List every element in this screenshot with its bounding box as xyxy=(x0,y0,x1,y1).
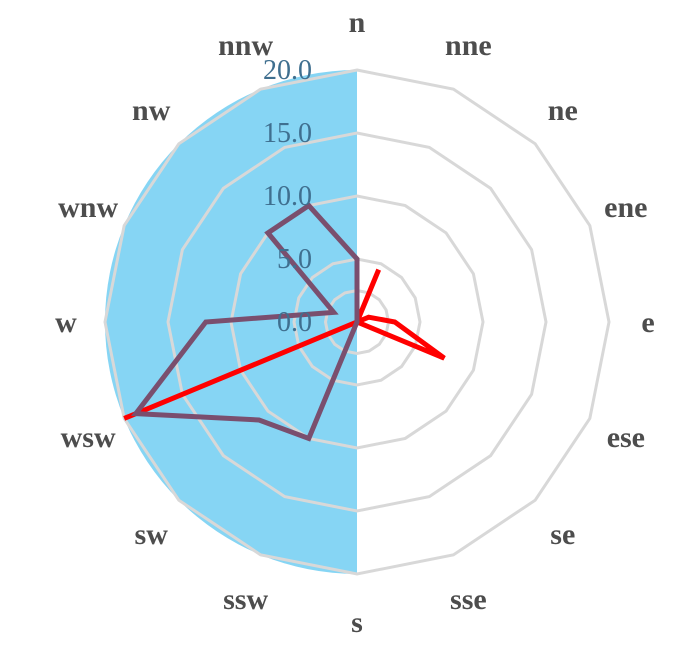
direction-label-ssw: ssw xyxy=(223,583,268,616)
direction-label-s: s xyxy=(351,606,363,639)
direction-label-ne: ne xyxy=(548,94,578,127)
radial-grid xyxy=(103,68,611,576)
grid-ring xyxy=(103,68,611,576)
grid-ring xyxy=(166,131,548,513)
direction-label-w: w xyxy=(55,306,77,339)
radial-tick-label: 15.0 xyxy=(263,118,312,149)
radial-tick-label: 10.0 xyxy=(263,181,312,212)
direction-label-se: se xyxy=(550,518,575,551)
direction-label-sse: sse xyxy=(450,583,487,616)
grid-ring xyxy=(229,194,485,450)
direction-label-nw: nw xyxy=(132,94,171,127)
direction-label-wnw: wnw xyxy=(58,191,118,224)
direction-label-nnw: nnw xyxy=(218,29,273,62)
series-2-line xyxy=(130,202,360,442)
radial-tick-label: 5.0 xyxy=(277,244,312,275)
direction-label-sw: sw xyxy=(135,518,169,551)
series-layer xyxy=(123,202,446,442)
direction-label-ene: ene xyxy=(604,191,647,224)
direction-label-ese: ese xyxy=(607,421,645,454)
direction-label-wsw: wsw xyxy=(61,421,116,454)
radial-tick-labels: 0.0 5.0 10.0 15.0 20.0 xyxy=(263,55,312,338)
direction-label-nne: nne xyxy=(445,29,492,62)
radial-tick-label: 20.0 xyxy=(263,55,312,86)
direction-labels: n nne ne ene e ese se sse s ssw sw wsw w wnw nw nnw xyxy=(55,6,655,639)
grid-ring xyxy=(292,257,422,387)
radial-tick-label: 0.0 xyxy=(277,307,312,338)
direction-label-e: e xyxy=(641,306,654,339)
series-1-line xyxy=(123,268,446,421)
direction-label-n: n xyxy=(349,6,366,39)
